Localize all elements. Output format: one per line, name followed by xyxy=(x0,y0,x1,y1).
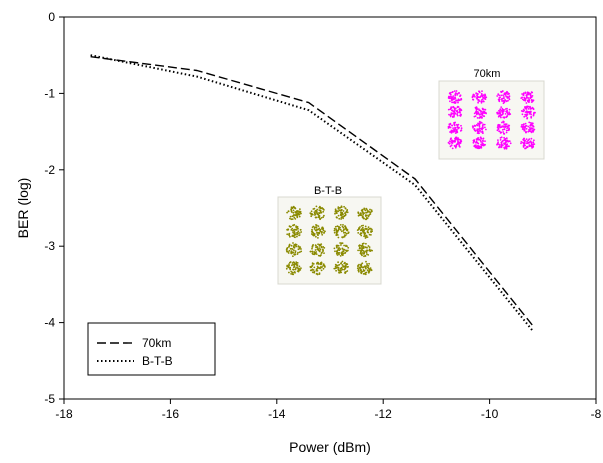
constellation-cluster xyxy=(285,261,302,276)
y-axis-label: BER (log) xyxy=(15,178,31,239)
constellation-cluster xyxy=(333,260,349,274)
constellation-cluster xyxy=(496,90,511,105)
y-tick-label: -1 xyxy=(44,86,55,100)
series-layer xyxy=(90,54,533,331)
constellation-cluster xyxy=(286,205,302,221)
legend: 70km B-T-B xyxy=(87,322,216,376)
series-line-btb xyxy=(90,54,533,331)
constellation-cluster xyxy=(520,137,536,150)
inset-btb-constellation: B-T-B xyxy=(277,185,382,285)
constellation-cluster xyxy=(473,106,487,119)
x-tick-label: -8 xyxy=(591,407,602,421)
constellation-cluster xyxy=(356,224,373,239)
constellation-cluster xyxy=(309,261,326,276)
constellation-cluster xyxy=(472,136,486,150)
constellation-cluster xyxy=(520,91,535,104)
series-line-70km xyxy=(90,56,533,326)
constellation-cluster xyxy=(357,207,373,221)
constellation-cluster xyxy=(496,106,512,119)
constellation-cluster xyxy=(520,121,536,134)
y-tick-label: -2 xyxy=(44,163,55,177)
y-tick-label: -4 xyxy=(44,316,55,330)
y-tick-label: -3 xyxy=(44,239,55,253)
legend-box xyxy=(87,322,216,376)
legend-label-70km: 70km xyxy=(142,336,171,350)
plot-border xyxy=(63,16,597,400)
constellation-cluster xyxy=(357,242,373,258)
constellation-cluster xyxy=(286,223,303,239)
y-tick-label: -5 xyxy=(44,392,55,406)
constellation-cluster xyxy=(496,120,511,135)
constellation-cluster xyxy=(333,242,350,257)
y-axis: 0 -1 -2 -3 -4 -5 xyxy=(44,10,64,406)
inset-btb-label: B-T-B xyxy=(314,185,342,197)
x-axis: -18 -16 -14 -12 -10 -8 xyxy=(55,399,602,421)
constellation-cluster xyxy=(471,90,488,104)
legend-label-btb: B-T-B xyxy=(142,354,173,368)
constellation-cluster xyxy=(496,136,512,150)
constellation-cluster xyxy=(285,242,303,258)
inset-70km-label: 70km xyxy=(474,68,501,80)
x-axis-label: Power (dBm) xyxy=(289,439,371,455)
constellation-cluster xyxy=(356,260,373,276)
constellation-cluster xyxy=(447,105,463,118)
constellation-cluster xyxy=(333,224,350,239)
constellation-cluster xyxy=(309,243,326,257)
constellation-cluster xyxy=(447,90,463,104)
constellation-cluster xyxy=(471,120,487,135)
x-tick-label: -16 xyxy=(162,407,180,421)
inset-70km-constellation: 70km xyxy=(438,68,545,160)
constellation-cluster xyxy=(520,105,536,120)
x-tick-label: -18 xyxy=(55,407,73,421)
plot-area xyxy=(63,16,597,400)
x-tick-label: -12 xyxy=(375,407,393,421)
constellation-cluster xyxy=(310,224,326,239)
y-tick-label: 0 xyxy=(48,10,55,24)
constellation-cluster xyxy=(334,205,349,220)
x-tick-label: -14 xyxy=(268,407,286,421)
constellation-cluster xyxy=(447,121,463,135)
x-tick-label: -10 xyxy=(481,407,499,421)
constellation-cluster xyxy=(309,205,325,221)
constellation-cluster xyxy=(447,136,463,150)
